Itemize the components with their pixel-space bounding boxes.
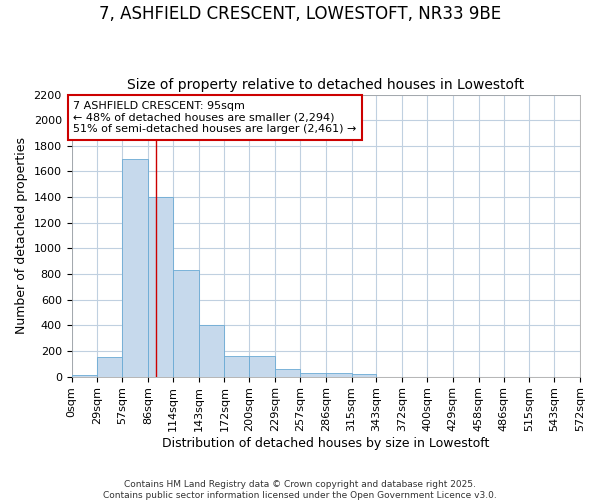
Bar bbox=[97, 358, 122, 376]
Y-axis label: Number of detached properties: Number of detached properties bbox=[15, 137, 28, 334]
Text: Contains HM Land Registry data © Crown copyright and database right 2025.
Contai: Contains HM Land Registry data © Crown c… bbox=[103, 480, 497, 500]
Bar bbox=[122, 158, 148, 376]
Text: 7, ASHFIELD CRESCENT, LOWESTOFT, NR33 9BE: 7, ASHFIELD CRESCENT, LOWESTOFT, NR33 9B… bbox=[99, 5, 501, 23]
Bar bbox=[148, 197, 173, 376]
Bar bbox=[250, 356, 275, 376]
X-axis label: Distribution of detached houses by size in Lowestoft: Distribution of detached houses by size … bbox=[162, 437, 490, 450]
Bar bbox=[352, 374, 376, 376]
Title: Size of property relative to detached houses in Lowestoft: Size of property relative to detached ho… bbox=[127, 78, 524, 92]
Bar bbox=[199, 326, 224, 376]
Bar bbox=[224, 356, 250, 376]
Bar bbox=[326, 374, 352, 376]
Bar bbox=[275, 369, 300, 376]
Bar bbox=[300, 373, 326, 376]
Text: 7 ASHFIELD CRESCENT: 95sqm
← 48% of detached houses are smaller (2,294)
51% of s: 7 ASHFIELD CRESCENT: 95sqm ← 48% of deta… bbox=[73, 101, 356, 134]
Bar bbox=[173, 270, 199, 376]
